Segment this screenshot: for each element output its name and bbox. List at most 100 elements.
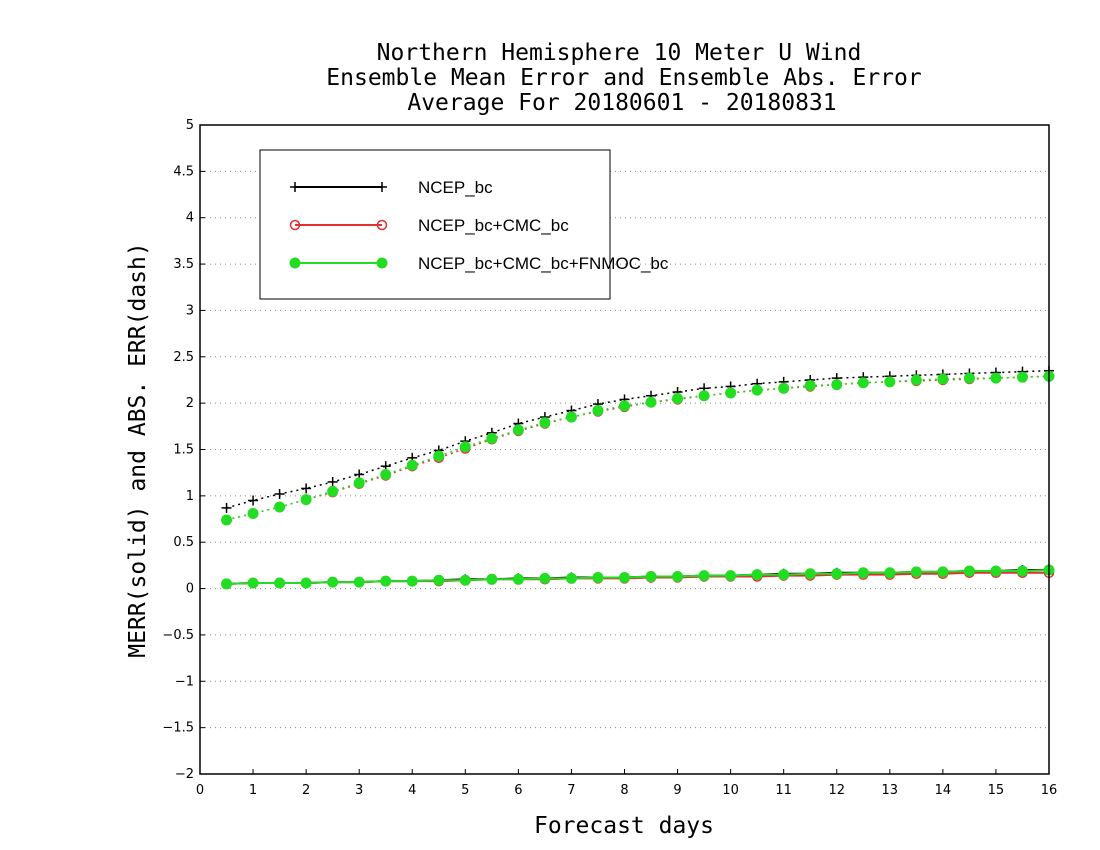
x-tick-label: 10 [722, 783, 739, 798]
legend-item: NCEP_bc+CMC_bc [289, 216, 569, 235]
legend-marker [377, 182, 387, 192]
abs-err-point [459, 441, 471, 453]
x-tick-label: 3 [355, 783, 363, 798]
abs-err-point [592, 405, 604, 417]
merr-point [884, 567, 896, 579]
merr-point [353, 576, 365, 588]
merr-point [406, 575, 418, 587]
title-line-3: Average For 20180601 - 20180831 [407, 90, 836, 116]
title-line-1: Northern Hemisphere 10 Meter U Wind [377, 40, 862, 66]
legend-label: NCEP_bc+CMC_bc [418, 216, 569, 235]
y-tick-label: −2 [175, 767, 194, 782]
merr-point [247, 577, 259, 589]
y-tick-label: −1.5 [162, 721, 194, 736]
y-tick-label: 1.5 [173, 443, 194, 458]
abs-err-point [539, 417, 551, 429]
x-tick-label: 6 [514, 783, 522, 798]
merr-line [226, 569, 1050, 585]
x-tick-label: 11 [775, 783, 792, 798]
axes: −2−1.5−1−0.500.511.522.533.544.550 1 2 3 4 5 6… [162, 118, 1057, 798]
legend-item: NCEP_bc [290, 178, 493, 197]
merr-point [672, 571, 684, 583]
abs-err-point [565, 411, 577, 423]
merr-point [539, 572, 551, 584]
abs-err-point [301, 483, 312, 494]
abs-err-point [327, 476, 338, 487]
x-tick-label: 16 [1041, 783, 1058, 798]
abs-err-point [672, 393, 684, 405]
title-line-2: Ensemble Mean Error and Ensemble Abs. Er… [326, 65, 921, 91]
series-3 [221, 370, 1055, 590]
merr-point [645, 571, 657, 583]
plot-frame [199, 124, 1050, 775]
abs-err-point [1016, 371, 1028, 383]
merr-point [565, 572, 577, 584]
merr-point [937, 566, 949, 578]
merr-point [433, 574, 445, 586]
merr-point [300, 577, 312, 589]
merr-point [963, 565, 975, 577]
x-tick-label: 12 [828, 783, 845, 798]
abs-err-point [937, 373, 949, 385]
series-group [221, 365, 1055, 590]
merr-point [804, 568, 816, 580]
abs-err-point [486, 432, 498, 444]
x-tick-label: 13 [882, 783, 899, 798]
x-axis-label: Forecast days [534, 813, 714, 839]
x-tick-label: 1 [249, 783, 257, 798]
abs-err-point [406, 459, 418, 471]
abs-err-point [725, 387, 737, 399]
merr-point [698, 570, 710, 582]
y-tick-label: 0.5 [173, 535, 194, 550]
merr-point [831, 568, 843, 580]
abs-err-point [910, 374, 922, 386]
merr-point [910, 566, 922, 578]
abs-err-point [619, 400, 630, 412]
y-axis-label: MERR(solid) and ABS. ERR(dash) [125, 242, 151, 657]
y-tick-label: −0.5 [162, 628, 194, 643]
x-tick-label: 2 [302, 783, 310, 798]
abs-err-point [698, 390, 710, 402]
y-tick-label: 4.5 [173, 164, 194, 179]
abs-err-point [274, 489, 285, 500]
legend-marker [289, 257, 301, 269]
y-tick-label: 4 [186, 211, 194, 226]
x-tick-label: 8 [620, 783, 628, 798]
y-tick-label: 3 [186, 303, 194, 318]
abs-err-point [247, 507, 259, 519]
abs-err-line [226, 369, 1050, 509]
legend-marker [289, 219, 301, 231]
abs-err-point [645, 396, 657, 408]
merr-point [486, 573, 498, 585]
merr-point [327, 576, 339, 588]
legend-label: NCEP_bc [418, 178, 493, 197]
merr-point [857, 567, 869, 579]
merr-point [990, 565, 1002, 577]
merr-point [751, 569, 763, 581]
y-tick-label: 2 [186, 396, 194, 411]
abs-err-point [433, 450, 445, 462]
abs-err-point [778, 382, 790, 394]
merr-point [725, 570, 737, 582]
x-tick-label: 7 [567, 783, 575, 798]
abs-err-point [248, 495, 259, 506]
x-tick-label: 9 [673, 783, 681, 798]
series-1 [221, 365, 1054, 589]
merr-point [221, 578, 233, 590]
y-tick-label: 0 [186, 582, 194, 597]
abs-err-point [353, 477, 365, 489]
legend-marker [376, 257, 388, 269]
abs-err-point [751, 384, 763, 396]
legend: NCEP_bc NCEP_bc+CMC_bc NCEP_bc+CMC_bc+FNMO… [259, 149, 669, 300]
abs-err-point [327, 485, 339, 497]
x-tick-label: 0 [196, 783, 204, 798]
merr-point [274, 577, 286, 589]
y-tick-label: −1 [175, 674, 194, 689]
abs-err-point [221, 514, 233, 526]
abs-err-point [884, 376, 896, 388]
merr-point [512, 573, 524, 585]
abs-err-point [831, 379, 843, 391]
legend-marker [290, 182, 300, 192]
chart-title: Northern Hemisphere 10 Meter U Wind Ense… [326, 40, 921, 116]
